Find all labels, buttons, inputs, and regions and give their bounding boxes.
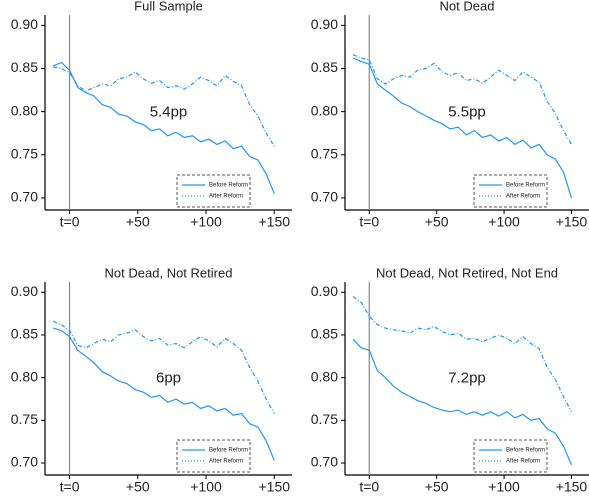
legend-label: Before Reform bbox=[209, 448, 248, 454]
panel: Not Dead, Not Retired, Not End 0.70 0.75 0.… bbox=[311, 265, 589, 495]
x-tick-label: t=0 bbox=[60, 214, 80, 230]
x-tick-label: +50 bbox=[425, 214, 449, 230]
legend-label: After Reform bbox=[506, 459, 540, 465]
x-tick-label: +150 bbox=[258, 479, 290, 495]
y-tick-label: 0.90 bbox=[311, 283, 338, 299]
annotation: 7.2pp bbox=[448, 369, 486, 386]
y-tick-label: 0.70 bbox=[11, 189, 38, 205]
y-tick-label: 0.85 bbox=[311, 326, 338, 342]
legend-label: Before Reform bbox=[506, 183, 545, 189]
y-tick-label: 0.80 bbox=[11, 368, 38, 384]
y-tick-label: 0.90 bbox=[11, 16, 38, 32]
y-tick-label: 0.70 bbox=[311, 454, 338, 470]
series-line bbox=[352, 338, 573, 466]
panel: Not Dead, Not Retired 0.70 0.75 0.80 0.85 0.9… bbox=[11, 265, 292, 495]
legend-box bbox=[176, 439, 251, 473]
series-line bbox=[352, 54, 573, 145]
y-tick-label: 0.85 bbox=[11, 326, 38, 342]
y-tick-label: 0.90 bbox=[11, 283, 38, 299]
series-line bbox=[52, 61, 275, 194]
series-line bbox=[53, 327, 275, 461]
x-tick-label: +100 bbox=[488, 214, 520, 230]
legend-box bbox=[473, 439, 548, 473]
legend-label: After Reform bbox=[209, 459, 243, 465]
panel-title: Not Dead bbox=[440, 0, 495, 13]
x-tick-label: +50 bbox=[126, 214, 150, 230]
y-tick-label: 0.75 bbox=[311, 411, 338, 427]
panel-title: Not Dead, Not Retired bbox=[105, 265, 233, 280]
legend-label: Before Reform bbox=[506, 448, 545, 454]
x-tick-label: +50 bbox=[425, 479, 449, 495]
y-tick-label: 0.70 bbox=[11, 454, 38, 470]
x-tick-label: +150 bbox=[556, 214, 588, 230]
annotation: 5.4pp bbox=[150, 103, 188, 120]
y-tick-label: 0.80 bbox=[311, 368, 338, 384]
panel-title: Full Sample bbox=[134, 0, 203, 13]
x-tick-label: +50 bbox=[126, 479, 150, 495]
y-tick-label: 0.70 bbox=[311, 189, 338, 205]
legend-label: After Reform bbox=[506, 194, 540, 200]
y-tick-label: 0.85 bbox=[11, 59, 38, 75]
y-tick-label: 0.75 bbox=[11, 411, 38, 427]
series-line bbox=[352, 296, 573, 413]
y-tick-label: 0.90 bbox=[311, 16, 338, 32]
series-line bbox=[53, 66, 275, 147]
series-line bbox=[352, 57, 573, 199]
x-tick-label: +150 bbox=[258, 214, 290, 230]
x-tick-label: +100 bbox=[190, 214, 222, 230]
x-tick-label: +150 bbox=[556, 479, 588, 495]
panel: Full Sample 0.70 0.75 0.80 0.85 0.90 t=0 +50 +10… bbox=[11, 0, 292, 230]
annotation: 6pp bbox=[156, 369, 181, 386]
x-tick-label: +100 bbox=[488, 479, 520, 495]
annotation: 5.5pp bbox=[448, 103, 486, 120]
y-tick-label: 0.75 bbox=[11, 145, 38, 161]
y-tick-label: 0.85 bbox=[311, 59, 338, 75]
series-line bbox=[52, 320, 275, 414]
legend-box bbox=[473, 174, 548, 208]
x-tick-label: t=0 bbox=[60, 479, 80, 495]
y-tick-label: 0.80 bbox=[311, 102, 338, 118]
legend-box bbox=[176, 174, 251, 208]
x-tick-label: t=0 bbox=[359, 479, 379, 495]
x-tick-label: +100 bbox=[190, 479, 222, 495]
panel-title: Not Dead, Not Retired, Not End bbox=[376, 265, 558, 280]
legend-label: Before Reform bbox=[209, 183, 248, 189]
x-tick-label: t=0 bbox=[359, 214, 379, 230]
panel: Not Dead 0.70 0.75 0.80 0.85 0.90 t=0 +50 +100 +1… bbox=[311, 0, 589, 230]
y-tick-label: 0.80 bbox=[11, 102, 38, 118]
legend-label: After Reform bbox=[209, 194, 243, 200]
y-tick-label: 0.75 bbox=[311, 145, 338, 161]
